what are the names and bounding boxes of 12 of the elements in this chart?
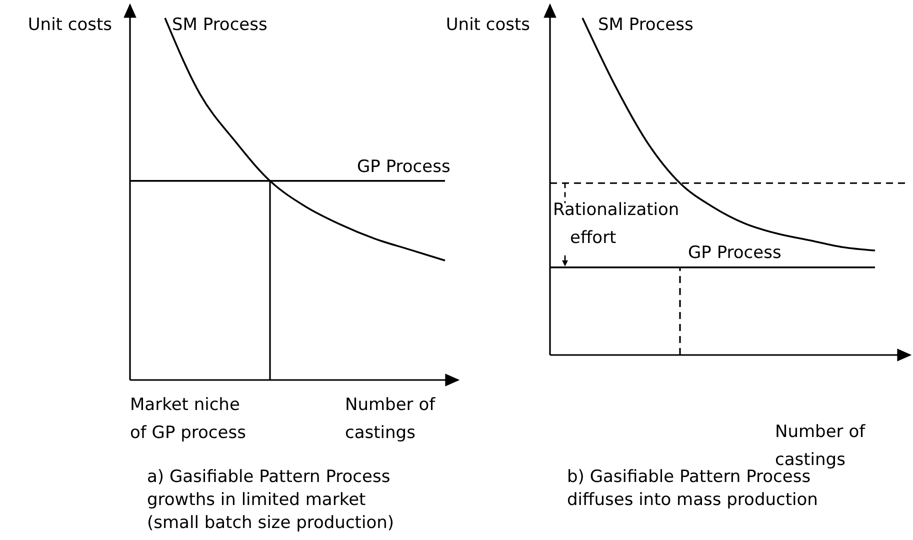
y-axis-title: Unit costs [446,15,530,35]
series-label: GP Process [357,157,450,177]
text: b) Gasifiable Pattern Process diffuses into mass production [567,467,818,510]
x-axis-title: Number of castings [345,395,436,443]
annotation: Rationalization effort [553,200,680,248]
y-axis-title: Unit costs [28,15,112,35]
series-label: SM Process [172,15,268,35]
text: Market niche of GP process [130,395,246,443]
series-label: GP Process [688,243,782,263]
text: a) Gasifiable Pattern Process growths in limited market (small batch size production) [147,467,394,533]
series-label: SM Process [598,15,694,35]
x-axis-title: Number of castings [775,422,866,470]
